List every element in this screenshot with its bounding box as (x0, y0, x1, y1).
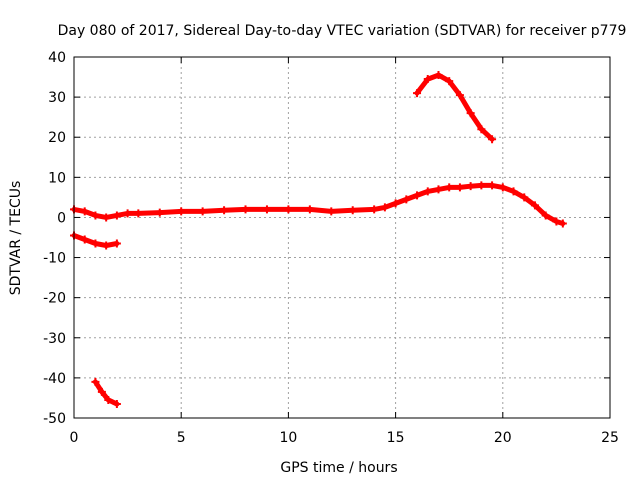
y-tick-label: 40 (48, 50, 66, 66)
data-point (558, 219, 567, 228)
data-point (112, 239, 121, 248)
data-point (455, 183, 464, 192)
y-tick-label: -10 (43, 251, 66, 267)
data-point (284, 205, 293, 214)
data-point (488, 181, 497, 190)
x-tick-label: 10 (279, 430, 297, 446)
data-point (91, 211, 100, 220)
data-point (91, 377, 100, 386)
data-point (434, 71, 443, 80)
data-point (423, 75, 432, 84)
y-tick-labels: -50 -40 -30 -20 -10 0 10 20 30 40 (43, 50, 66, 427)
y-tick-label: -30 (43, 331, 66, 347)
data-point (498, 183, 507, 192)
x-axis-label: GPS time / hours (280, 460, 397, 476)
data-point (123, 209, 132, 218)
data-point (134, 209, 143, 218)
data-point (413, 89, 422, 98)
data-point (241, 205, 250, 214)
data-point (488, 135, 497, 144)
data-point (348, 206, 357, 215)
data-point (177, 207, 186, 216)
data-point (380, 203, 389, 212)
data-point (198, 207, 207, 216)
data-point (370, 205, 379, 214)
y-tick-label: -40 (43, 371, 66, 387)
data-point (220, 206, 229, 215)
data-point (530, 201, 539, 210)
data-point (104, 395, 113, 404)
data-point (509, 187, 518, 196)
data-point (445, 77, 454, 86)
x-tick-label: 0 (70, 430, 79, 446)
data-point (91, 239, 100, 248)
data-point (423, 187, 432, 196)
data-point (466, 182, 475, 191)
chart-title: Day 080 of 2017, Sidereal Day-to-day VTE… (58, 23, 627, 39)
data-point (402, 195, 411, 204)
data-point (434, 185, 443, 194)
data-point (80, 207, 89, 216)
data-point (327, 207, 336, 216)
x-tick-label: 25 (601, 430, 619, 446)
axis-ticks (73, 56, 611, 419)
data-point (112, 399, 121, 408)
data-point (477, 181, 486, 190)
x-tick-label: 20 (494, 430, 512, 446)
y-tick-label: 30 (48, 90, 66, 106)
data-point (102, 213, 111, 222)
data-point (155, 208, 164, 217)
data-point (102, 241, 111, 250)
data-point (391, 199, 400, 208)
data-point (112, 211, 121, 220)
y-tick-label: -20 (43, 291, 66, 307)
plot-frame (73, 56, 611, 419)
y-tick-label: 10 (48, 170, 66, 186)
data-point (262, 205, 271, 214)
x-tick-label: 5 (177, 430, 186, 446)
data-point (305, 205, 314, 214)
data-point (477, 125, 486, 134)
data-point (80, 235, 89, 244)
data-point (455, 91, 464, 100)
y-axis-label: SDTVAR / TECUs (8, 181, 24, 296)
data-point (520, 193, 529, 202)
y-tick-label: 0 (57, 210, 66, 226)
y-tick-label: -50 (43, 411, 66, 427)
grid-lines (74, 57, 610, 418)
data-point (552, 217, 561, 226)
x-tick-label: 15 (387, 430, 405, 446)
data-point (466, 109, 475, 118)
series-line-track-neg-deep (92, 379, 120, 407)
data-point (97, 387, 106, 396)
data-point (541, 211, 550, 220)
y-tick-label: 20 (48, 130, 66, 146)
x-tick-labels: 0 5 10 15 20 25 (70, 430, 619, 446)
data-point (413, 191, 422, 200)
data-point (445, 183, 454, 192)
